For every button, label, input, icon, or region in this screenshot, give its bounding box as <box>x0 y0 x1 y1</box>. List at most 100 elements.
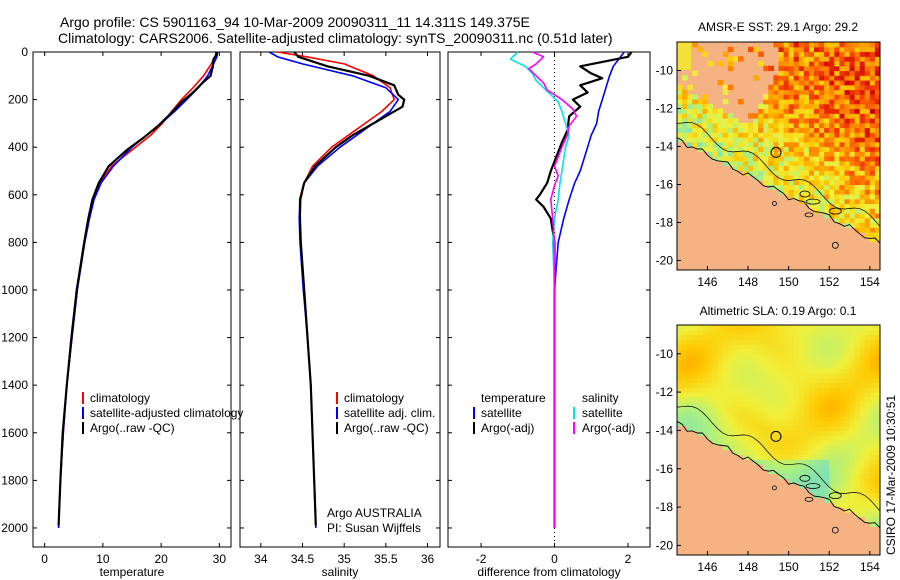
map-cell <box>778 430 785 436</box>
map-cell <box>844 325 851 331</box>
map-cell <box>712 358 719 364</box>
map-cell <box>783 146 790 152</box>
coastline <box>677 420 880 529</box>
map-cell <box>737 444 744 451</box>
map-cell <box>874 511 880 518</box>
map-cell <box>814 84 820 91</box>
map-cell <box>783 392 790 398</box>
map-cell <box>808 160 815 167</box>
map-cell <box>717 325 724 331</box>
map-cell <box>793 184 800 190</box>
map-cell <box>869 80 876 86</box>
map-cell <box>814 339 820 345</box>
map-cell <box>793 56 800 62</box>
map-cell <box>682 382 688 388</box>
map-cell <box>737 363 744 369</box>
map-cell <box>717 348 724 355</box>
map-cell <box>758 334 764 340</box>
map-cell <box>854 208 861 214</box>
map-cell <box>829 372 835 379</box>
map-cell <box>839 444 846 451</box>
map-cell <box>849 358 856 364</box>
map-cell <box>788 396 795 403</box>
x-tick-label: 36 <box>421 552 435 566</box>
map-cell <box>859 156 866 162</box>
map-cell <box>717 358 724 364</box>
map-cell <box>829 84 835 91</box>
map-cell <box>783 401 790 408</box>
map-cell <box>682 122 688 129</box>
map-cell <box>778 80 785 86</box>
map-cell <box>788 84 795 91</box>
map-cell <box>859 141 866 148</box>
map-cell <box>677 137 683 143</box>
map-cell <box>722 377 729 384</box>
map-cell <box>824 156 830 162</box>
map-cell <box>732 127 739 133</box>
map-cell <box>814 358 820 364</box>
map-cell <box>859 454 866 460</box>
map-cell <box>829 113 835 119</box>
map-cell <box>768 122 775 129</box>
map-cell <box>824 141 830 148</box>
map-cell <box>844 459 851 465</box>
map-cell <box>834 420 840 427</box>
map-cell <box>788 468 795 475</box>
lon-tick-label: 150 <box>779 560 799 574</box>
map-cell <box>864 208 871 214</box>
map-cell <box>814 382 820 388</box>
map-cell <box>697 382 703 388</box>
legend-argo-label: Argo(..raw -QC) <box>344 421 429 435</box>
map-cell <box>768 137 775 143</box>
map-cell <box>717 425 724 432</box>
map-cell <box>717 344 724 350</box>
map-cell <box>839 75 846 81</box>
map-cell <box>819 160 825 167</box>
map-cell <box>763 132 769 138</box>
legend-salinity-header: salinity <box>582 391 619 405</box>
map-cell <box>732 353 739 360</box>
map-cell <box>849 184 856 190</box>
map-cell <box>819 449 825 455</box>
map-cell <box>763 344 769 350</box>
map-cell <box>829 497 835 503</box>
map-cell <box>732 406 739 412</box>
map-cell <box>803 51 810 57</box>
salinity-legend: climatology satellite adj. clim. Argo(..… <box>327 391 435 535</box>
map-cell <box>778 179 785 186</box>
map-cell <box>824 122 830 129</box>
map-cell <box>829 118 835 124</box>
map-cell <box>742 151 749 157</box>
map-cell <box>844 165 851 171</box>
map-cell <box>834 502 840 508</box>
map-cell <box>742 339 749 345</box>
map-cell <box>854 222 861 228</box>
map-cell <box>849 208 856 214</box>
map-cell <box>834 401 840 408</box>
map-cell <box>717 411 724 417</box>
map-cell <box>803 80 810 86</box>
map-cell <box>677 329 683 336</box>
map-cell <box>808 151 815 157</box>
map-cell <box>824 334 830 340</box>
map-cell <box>763 358 769 364</box>
map-cell <box>819 65 825 72</box>
map-cell <box>849 387 856 393</box>
map-cell <box>844 483 851 489</box>
map-cell <box>864 459 871 465</box>
map-cell <box>803 160 810 167</box>
map-cell <box>763 179 769 186</box>
map-cell <box>849 156 856 162</box>
map-cell <box>742 363 749 369</box>
map-cell <box>783 122 790 129</box>
map-cell <box>722 382 729 388</box>
map-cell <box>793 194 800 200</box>
map-cell <box>697 411 703 417</box>
map-cell <box>844 387 851 393</box>
lat-tick-label: -16 <box>656 178 674 192</box>
map-cell <box>844 440 851 446</box>
map-cell <box>849 108 856 114</box>
map-cell <box>712 118 719 124</box>
map-cell <box>727 387 734 393</box>
